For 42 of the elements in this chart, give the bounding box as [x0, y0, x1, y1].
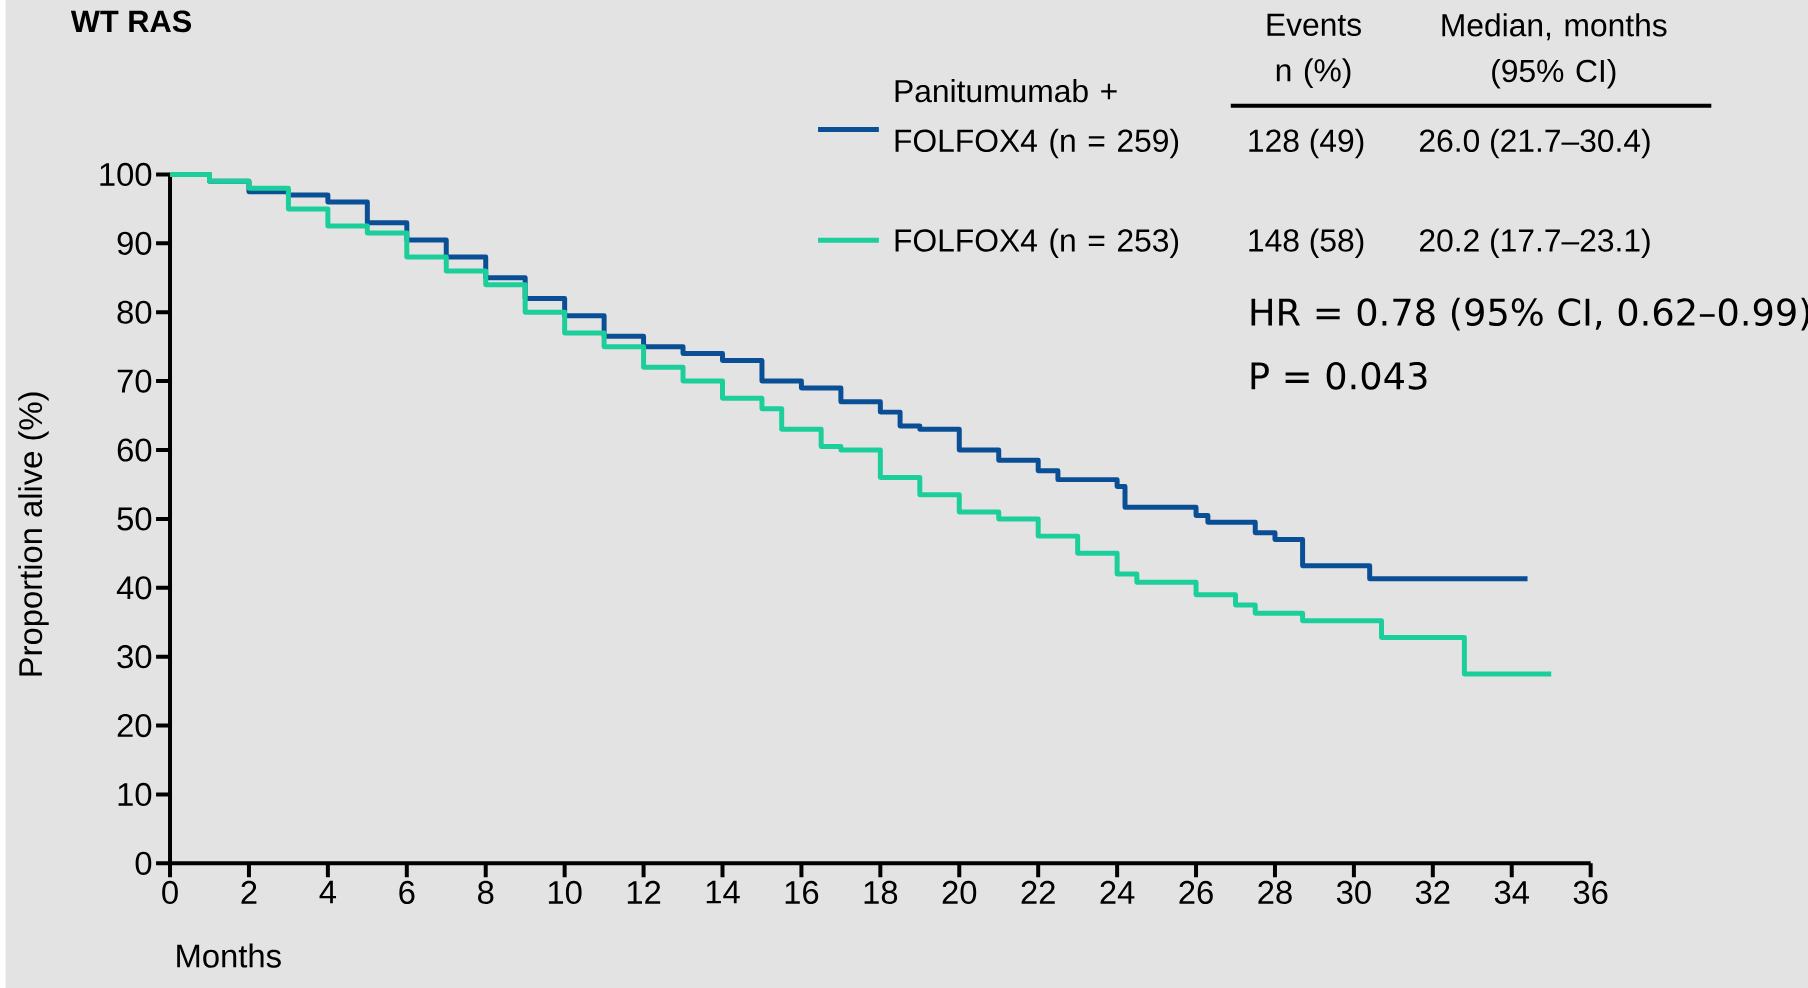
x-tick-label: 30	[1336, 880, 1371, 905]
y-tick-label: 0	[135, 851, 152, 875]
x-tick-label: 24	[1100, 880, 1135, 904]
x-tick-label: 20	[942, 880, 977, 905]
x-tick-label: 0	[162, 880, 178, 905]
x-tick-label: 18	[864, 880, 898, 905]
x-tick-label: 32	[1415, 880, 1450, 905]
y-tick-label: 100	[100, 162, 152, 187]
annotation: 20.2 (17.7–23.1)	[1420, 228, 1650, 259]
y-axis-title: Proportion alive (%)	[18, 392, 49, 676]
y-tick-label: 60	[117, 438, 152, 462]
x-tick-label: 26	[1179, 880, 1213, 905]
y-tick-label: 30	[117, 645, 152, 669]
annotation: 148 (58)	[1249, 228, 1364, 259]
chart-title: WT RAS	[70, 10, 192, 33]
x-tick-label: 4	[319, 880, 337, 904]
y-tick-label: 40	[116, 576, 152, 600]
x-tick-label: 10	[548, 880, 582, 905]
x-tick-label: 34	[1494, 880, 1530, 905]
x-tick-label: 8	[478, 880, 494, 905]
text: Median, months (95% CI)	[1442, 13, 1667, 89]
text: 26.0 (21.7–30.4)	[1420, 128, 1650, 159]
x-tick-label: 14	[706, 880, 740, 904]
text: 128 (49)	[1249, 128, 1364, 159]
annotation: P = 0.043	[1251, 361, 1427, 390]
y-tick-label: 80	[117, 300, 152, 324]
x-tick-label: 16	[785, 880, 819, 905]
x-tick-label: 36	[1573, 880, 1608, 905]
x-axis-title: Months	[177, 943, 281, 968]
y-tick-label: 70	[117, 369, 152, 393]
x-tick-label: 28	[1258, 880, 1292, 905]
x-tick-label: 2	[241, 880, 257, 904]
text: Events n (%)	[1267, 13, 1361, 88]
y-tick-label: 10	[118, 782, 152, 807]
legend-label: Panitumumab + FOLFOX4 (n = 259)	[895, 79, 1179, 159]
y-tick-label: 50	[117, 507, 152, 531]
x-tick-label: 6	[399, 880, 415, 905]
y-tick-label: 90	[117, 231, 152, 255]
legend-label: FOLFOX4 (n = 253)	[895, 228, 1179, 259]
x-tick-label: 12	[627, 880, 661, 904]
x-tick-label: 22	[1021, 880, 1055, 904]
y-tick-label: 20	[117, 713, 152, 738]
